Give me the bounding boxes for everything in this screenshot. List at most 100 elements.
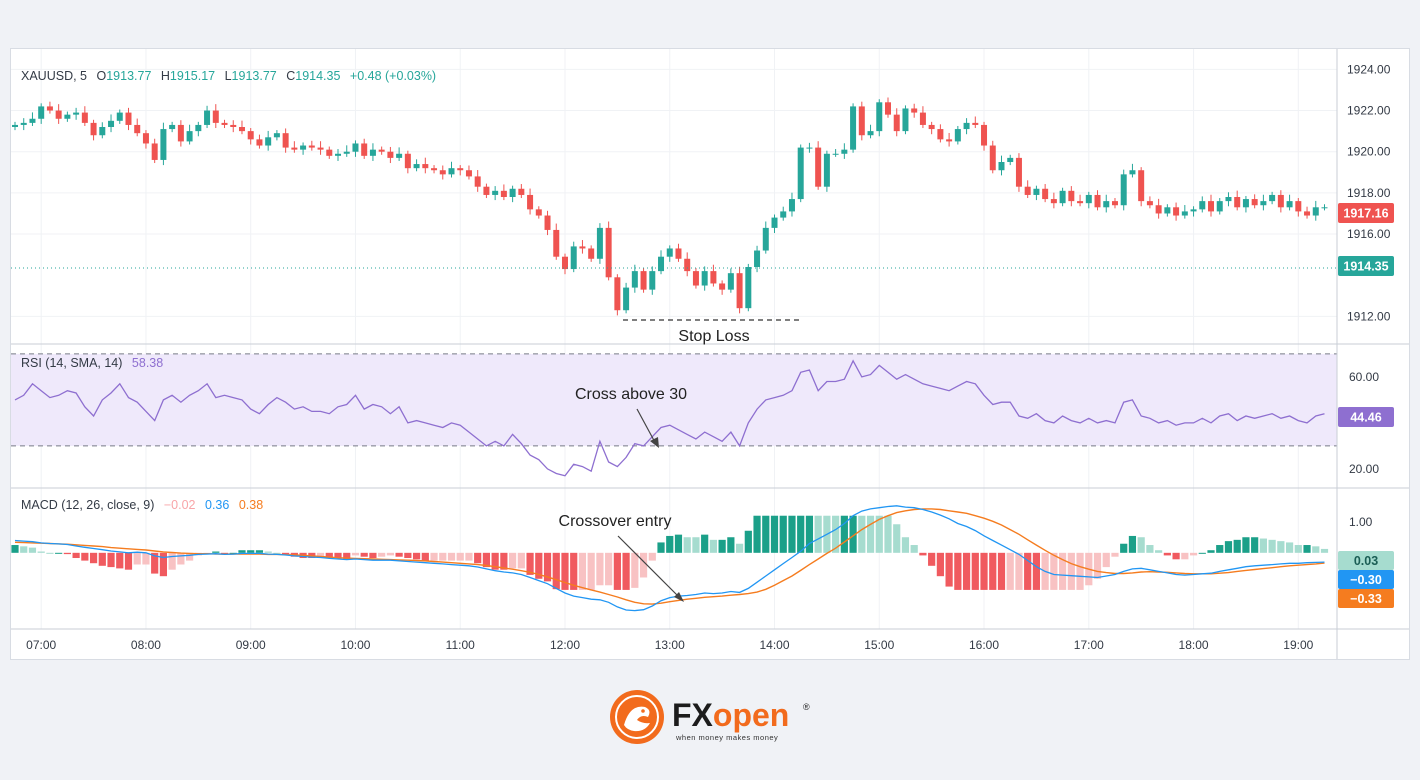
candle-body	[64, 114, 71, 119]
price-tick-label: 1922.00	[1347, 104, 1391, 118]
candle-body	[265, 137, 272, 146]
time-tick-label: 16:00	[969, 638, 999, 652]
macd-hist-bar	[509, 552, 517, 569]
macd-hist-bar	[1067, 552, 1075, 590]
candle-body	[500, 190, 507, 197]
candle	[1216, 198, 1223, 215]
candle	[1234, 190, 1241, 211]
rsi-value-tag[interactable]: 44.46	[1338, 407, 1394, 427]
macd-hist-bar	[273, 552, 281, 554]
candle-body	[954, 129, 961, 142]
macd-crossover-label: Crossover entry	[559, 513, 672, 530]
candle-body	[151, 143, 158, 160]
macd-hist-bar	[989, 552, 997, 590]
candle	[1199, 196, 1206, 213]
candle	[431, 165, 438, 174]
candle-body	[631, 271, 638, 288]
macd-hist-tag[interactable]: 0.03	[1338, 551, 1394, 570]
candle-body	[38, 106, 45, 119]
logo-tagline: when money makes money	[675, 733, 778, 742]
price-legend[interactable]: XAUUSD, 5 O1913.77 H1915.17 L1913.77 C19…	[21, 69, 436, 83]
macd-hist-bar	[186, 552, 194, 561]
candle	[797, 144, 804, 203]
candle	[108, 114, 115, 133]
candle-body	[352, 143, 359, 152]
macd-hist-bar	[648, 552, 656, 561]
candle	[343, 145, 350, 157]
candle	[535, 206, 542, 219]
chart-container[interactable]: 1912.00 1916.00 1918.00 1920.00 1922.00 1924.…	[10, 48, 1410, 660]
macd-hist-bar	[404, 552, 412, 559]
candle	[221, 119, 228, 129]
candle-body	[116, 112, 123, 121]
macd-hist-bar	[247, 550, 255, 553]
macd-hist-bar	[1216, 545, 1224, 553]
macd-hist-bar	[1128, 535, 1137, 553]
candle	[841, 143, 848, 159]
candle	[919, 106, 926, 129]
macd-hist-bar	[28, 547, 37, 553]
macd-legend[interactable]: MACD (12, 26, close, 9) −0.02 0.36 0.38	[21, 498, 263, 512]
candle	[893, 108, 900, 137]
candle	[710, 264, 717, 287]
candle	[64, 111, 71, 122]
candle	[719, 280, 726, 295]
macd-hist-bar	[63, 552, 71, 555]
candle	[963, 118, 970, 135]
macd-hist-bar	[578, 552, 587, 590]
candle	[169, 121, 176, 133]
candle	[125, 107, 132, 131]
candle-body	[745, 267, 752, 309]
price-tick-label: 1916.00	[1347, 227, 1391, 241]
candle-body	[1033, 188, 1040, 195]
macd-axis[interactable]: 1.00	[1349, 515, 1373, 529]
current-price-tag[interactable]: 1917.16	[1338, 203, 1394, 223]
candle	[658, 250, 665, 275]
candle	[195, 121, 202, 137]
macd-hist-bar	[919, 552, 927, 556]
macd-hist-bar	[587, 552, 595, 590]
macd-title: MACD (12, 26, close, 9)	[21, 498, 154, 512]
candle-body	[1269, 194, 1276, 202]
candle-body	[972, 122, 979, 125]
macd-hist-bar	[142, 552, 150, 565]
macd-hist-bar	[1303, 545, 1311, 553]
high-label: H	[161, 69, 170, 83]
candle	[116, 109, 123, 124]
macd-line-tag[interactable]: −0.30	[1338, 570, 1394, 589]
chart-svg[interactable]: 1912.00 1916.00 1918.00 1920.00 1922.00 1924.…	[11, 49, 1409, 659]
candle	[832, 149, 839, 157]
macd-hist-bar	[666, 535, 674, 553]
candle	[134, 118, 141, 137]
change-value: +0.48 (+0.03%)	[350, 69, 436, 83]
candle-body	[142, 133, 149, 144]
macd-signal-tag[interactable]: −0.33	[1338, 589, 1394, 608]
candle-body	[1312, 207, 1319, 216]
candle	[762, 221, 769, 254]
macd-hist-bar	[430, 552, 438, 561]
candle-body	[1015, 157, 1022, 187]
candle	[640, 268, 647, 293]
macd-hist-bar	[1024, 552, 1032, 590]
candle-body	[230, 124, 237, 127]
price-axis[interactable]: 1912.00 1916.00 1918.00 1920.00 1922.00 1924.…	[1347, 62, 1391, 323]
candle	[483, 183, 490, 199]
candle	[745, 263, 752, 312]
candle	[177, 120, 184, 147]
candle-body	[317, 147, 324, 150]
candle-body	[55, 110, 62, 119]
macd-hist-bar	[962, 552, 971, 590]
candle-body	[186, 131, 193, 142]
macd-crossover-arrowhead	[674, 592, 684, 602]
rsi-legend[interactable]: RSI (14, SMA, 14) 58.38	[21, 356, 163, 370]
macd-hist-bar	[779, 515, 787, 553]
macd-hist-bar	[360, 552, 368, 557]
macd-hist-bar	[325, 552, 333, 559]
high-value: 1915.17	[170, 69, 215, 83]
last-price-tag[interactable]: 1914.35	[1338, 256, 1394, 276]
macd-hist-bar	[622, 552, 630, 590]
time-tick-label: 17:00	[1074, 638, 1104, 652]
time-axis[interactable]: 07:00 08:00 09:00 10:00 11:00 12:00 13:00 14:00…	[26, 638, 1313, 652]
time-tick-label: 12:00	[550, 638, 580, 652]
candle	[605, 221, 612, 281]
